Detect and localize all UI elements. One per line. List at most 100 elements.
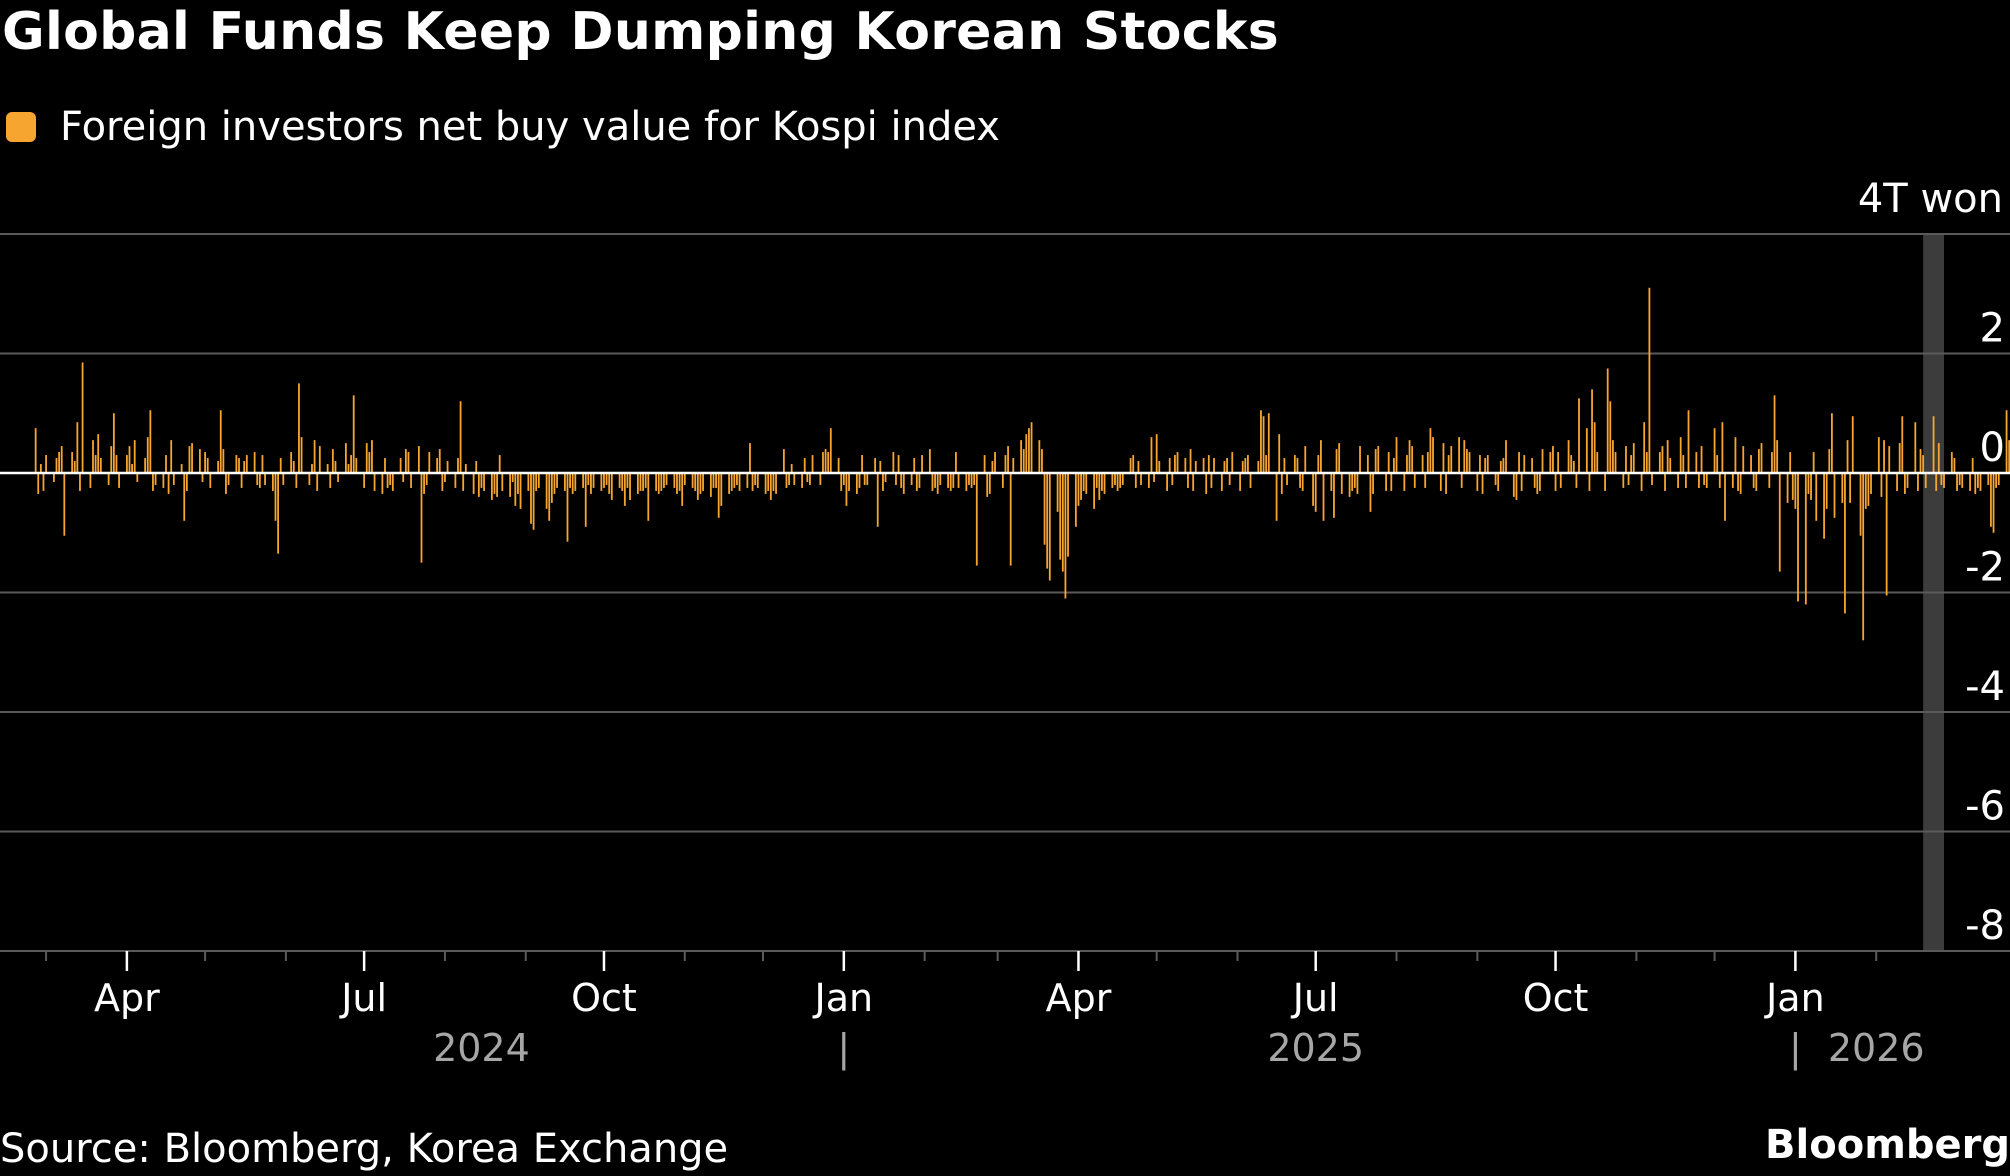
bar bbox=[154, 473, 157, 485]
bar bbox=[655, 473, 658, 491]
bar bbox=[1353, 473, 1356, 488]
bar bbox=[1755, 473, 1758, 491]
bar bbox=[172, 473, 175, 485]
bar bbox=[1103, 473, 1106, 494]
bar bbox=[1932, 416, 1935, 473]
bar bbox=[636, 473, 639, 494]
bar bbox=[1147, 473, 1150, 488]
bar bbox=[1168, 458, 1171, 473]
bar bbox=[188, 446, 191, 473]
bar bbox=[170, 440, 173, 473]
bar bbox=[146, 437, 149, 473]
bar bbox=[1627, 473, 1630, 485]
bar bbox=[644, 473, 647, 488]
bar bbox=[112, 413, 115, 473]
bar bbox=[308, 473, 311, 485]
bar bbox=[326, 464, 329, 473]
bar bbox=[1429, 428, 1432, 473]
bar bbox=[1447, 455, 1450, 473]
bar bbox=[1505, 440, 1507, 473]
x-tick-label: Apr bbox=[1046, 976, 1112, 1020]
bar bbox=[446, 461, 449, 473]
bar bbox=[1056, 473, 1059, 512]
bar bbox=[1901, 416, 1904, 473]
bar bbox=[1082, 473, 1085, 491]
bar bbox=[371, 440, 373, 473]
bar bbox=[149, 410, 152, 473]
bar bbox=[1703, 473, 1706, 485]
bar bbox=[702, 473, 704, 491]
bar bbox=[952, 473, 955, 488]
bar bbox=[334, 461, 337, 473]
bar bbox=[1129, 458, 1132, 473]
bar bbox=[1669, 458, 1672, 473]
bar bbox=[1369, 473, 1372, 512]
bar bbox=[1137, 461, 1140, 473]
bar bbox=[1791, 473, 1794, 500]
bar bbox=[749, 443, 751, 473]
bar bbox=[58, 452, 61, 473]
bar bbox=[318, 446, 321, 473]
bar bbox=[1520, 473, 1523, 491]
bar bbox=[1804, 473, 1807, 605]
bar bbox=[1606, 368, 1609, 473]
bar bbox=[1997, 473, 2000, 485]
bar bbox=[1776, 440, 1779, 473]
bar bbox=[556, 473, 558, 488]
x-tick-label: Oct bbox=[571, 976, 637, 1020]
bar bbox=[1768, 473, 1771, 488]
bar bbox=[1009, 473, 1012, 566]
bar bbox=[1085, 473, 1088, 494]
bar bbox=[676, 473, 678, 494]
bar bbox=[1077, 473, 1080, 506]
bar bbox=[71, 452, 74, 473]
bar bbox=[1518, 452, 1520, 473]
bar bbox=[1859, 473, 1862, 536]
bar bbox=[665, 473, 668, 485]
bar bbox=[253, 452, 256, 473]
bar bbox=[1940, 473, 1943, 485]
bar bbox=[1458, 437, 1460, 473]
bar bbox=[1043, 473, 1046, 545]
bar bbox=[219, 410, 222, 473]
bar bbox=[1958, 473, 1961, 485]
bar bbox=[1807, 473, 1810, 494]
bar bbox=[1111, 473, 1114, 488]
bar bbox=[227, 473, 230, 485]
y-axis-unit-label: 4T won bbox=[1858, 176, 2003, 222]
bar bbox=[1158, 461, 1161, 473]
bar bbox=[694, 473, 697, 491]
bar bbox=[931, 473, 934, 491]
bar bbox=[39, 464, 42, 473]
bar bbox=[767, 473, 770, 491]
bar bbox=[1166, 473, 1169, 491]
bar bbox=[840, 473, 843, 491]
bar bbox=[1531, 458, 1533, 473]
bar bbox=[842, 473, 845, 485]
bar bbox=[1317, 455, 1320, 473]
bar bbox=[1512, 473, 1515, 497]
bar bbox=[1119, 473, 1122, 488]
bar bbox=[1849, 473, 1852, 503]
bar bbox=[1880, 473, 1883, 497]
bar bbox=[928, 449, 931, 473]
bar bbox=[1301, 473, 1304, 491]
x-tick-label: Jan bbox=[1764, 976, 1825, 1020]
bar bbox=[331, 449, 334, 473]
bar bbox=[1374, 449, 1377, 473]
x-year-label: 2025 bbox=[1267, 1026, 1364, 1070]
bar bbox=[1116, 473, 1119, 491]
bar bbox=[1030, 422, 1033, 473]
bar bbox=[454, 473, 457, 488]
bar bbox=[756, 473, 759, 488]
bar bbox=[569, 473, 571, 488]
bar bbox=[822, 452, 824, 473]
bar bbox=[1778, 473, 1781, 572]
bar bbox=[610, 473, 613, 500]
bar bbox=[391, 473, 394, 491]
bar bbox=[438, 449, 441, 473]
bar bbox=[1028, 428, 1030, 473]
bar bbox=[1716, 455, 1719, 473]
bar bbox=[1914, 422, 1917, 473]
bar bbox=[785, 473, 788, 488]
